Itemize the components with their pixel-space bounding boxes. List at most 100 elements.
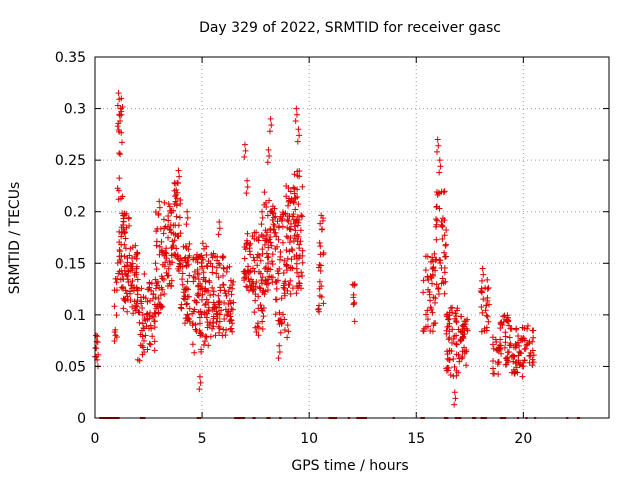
data-point bbox=[444, 323, 451, 330]
data-point bbox=[509, 352, 516, 359]
data-point bbox=[173, 245, 180, 252]
data-point bbox=[451, 333, 458, 340]
y-tick-label: 0 bbox=[77, 411, 86, 427]
data-point bbox=[120, 275, 127, 282]
data-point bbox=[502, 333, 509, 340]
data-point bbox=[530, 327, 537, 334]
data-point bbox=[284, 216, 291, 223]
data-point bbox=[441, 290, 448, 297]
data-point bbox=[216, 298, 223, 305]
data-point bbox=[444, 348, 451, 355]
data-point bbox=[121, 241, 128, 248]
data-point bbox=[120, 225, 127, 232]
data-point bbox=[126, 252, 133, 259]
data-point bbox=[186, 272, 193, 279]
data-point bbox=[152, 276, 159, 283]
data-point bbox=[241, 141, 248, 148]
data-point bbox=[152, 260, 159, 267]
data-point bbox=[268, 122, 275, 129]
data-point bbox=[160, 250, 167, 257]
data-point bbox=[111, 328, 118, 335]
data-point bbox=[459, 334, 466, 341]
y-tick-label: 0.3 bbox=[64, 102, 86, 118]
data-point bbox=[222, 332, 229, 339]
data-point bbox=[261, 291, 268, 298]
data-point bbox=[111, 303, 118, 310]
data-point bbox=[216, 304, 223, 311]
data-point bbox=[149, 333, 156, 340]
data-point bbox=[272, 213, 279, 220]
data-point bbox=[317, 262, 324, 269]
data-point bbox=[461, 350, 468, 357]
data-point bbox=[133, 265, 140, 272]
data-point bbox=[184, 214, 191, 221]
x-tick-label: 5 bbox=[198, 431, 207, 447]
data-point bbox=[483, 327, 490, 334]
data-point bbox=[276, 265, 283, 272]
data-point bbox=[279, 239, 286, 246]
data-point bbox=[196, 386, 203, 393]
data-point bbox=[299, 183, 306, 190]
data-point bbox=[440, 279, 447, 286]
data-point bbox=[176, 214, 183, 221]
data-point bbox=[264, 159, 271, 166]
data-point bbox=[183, 262, 190, 269]
data-point bbox=[259, 325, 266, 332]
data-point bbox=[262, 199, 269, 206]
data-point bbox=[431, 320, 438, 327]
data-point bbox=[269, 261, 276, 268]
data-point bbox=[246, 245, 253, 252]
data-point bbox=[441, 269, 448, 276]
data-point bbox=[294, 213, 301, 220]
data-point bbox=[490, 365, 497, 372]
data-point bbox=[168, 277, 175, 284]
data-point bbox=[506, 322, 513, 329]
data-point bbox=[289, 247, 296, 254]
data-point bbox=[294, 222, 301, 229]
data-point bbox=[420, 277, 427, 284]
data-point bbox=[478, 304, 485, 311]
data-point bbox=[269, 209, 276, 216]
data-point bbox=[146, 340, 153, 347]
data-point bbox=[227, 316, 234, 323]
data-point bbox=[441, 232, 448, 239]
data-point bbox=[129, 255, 136, 262]
data-point bbox=[285, 281, 292, 288]
data-point bbox=[458, 329, 465, 336]
data-point bbox=[270, 214, 277, 221]
data-point bbox=[215, 274, 222, 281]
data-point bbox=[265, 254, 272, 261]
data-point bbox=[179, 270, 186, 277]
data-point bbox=[202, 302, 209, 309]
data-point bbox=[428, 274, 435, 281]
data-point bbox=[351, 281, 358, 288]
data-point bbox=[436, 157, 443, 164]
data-point bbox=[495, 359, 502, 366]
data-point bbox=[163, 245, 170, 252]
data-point bbox=[189, 322, 196, 329]
data-point bbox=[173, 186, 180, 193]
data-point bbox=[125, 278, 132, 285]
data-point bbox=[320, 300, 327, 307]
data-point bbox=[295, 273, 302, 280]
data-point bbox=[229, 306, 236, 313]
data-point bbox=[484, 313, 491, 320]
data-point bbox=[316, 261, 323, 268]
data-point bbox=[504, 312, 511, 319]
data-point bbox=[160, 216, 167, 223]
data-point bbox=[248, 276, 255, 283]
data-point bbox=[244, 284, 251, 291]
data-point bbox=[350, 291, 357, 298]
data-point bbox=[265, 244, 272, 251]
data-point bbox=[434, 217, 441, 224]
data-point bbox=[177, 304, 184, 311]
data-point bbox=[179, 263, 186, 270]
data-point bbox=[166, 226, 173, 233]
data-point bbox=[220, 272, 227, 279]
data-point bbox=[159, 303, 166, 310]
data-point bbox=[287, 226, 294, 233]
data-point bbox=[277, 213, 284, 220]
data-point bbox=[198, 330, 205, 337]
y-tick-label: 0.2 bbox=[64, 205, 86, 221]
data-point bbox=[203, 296, 210, 303]
